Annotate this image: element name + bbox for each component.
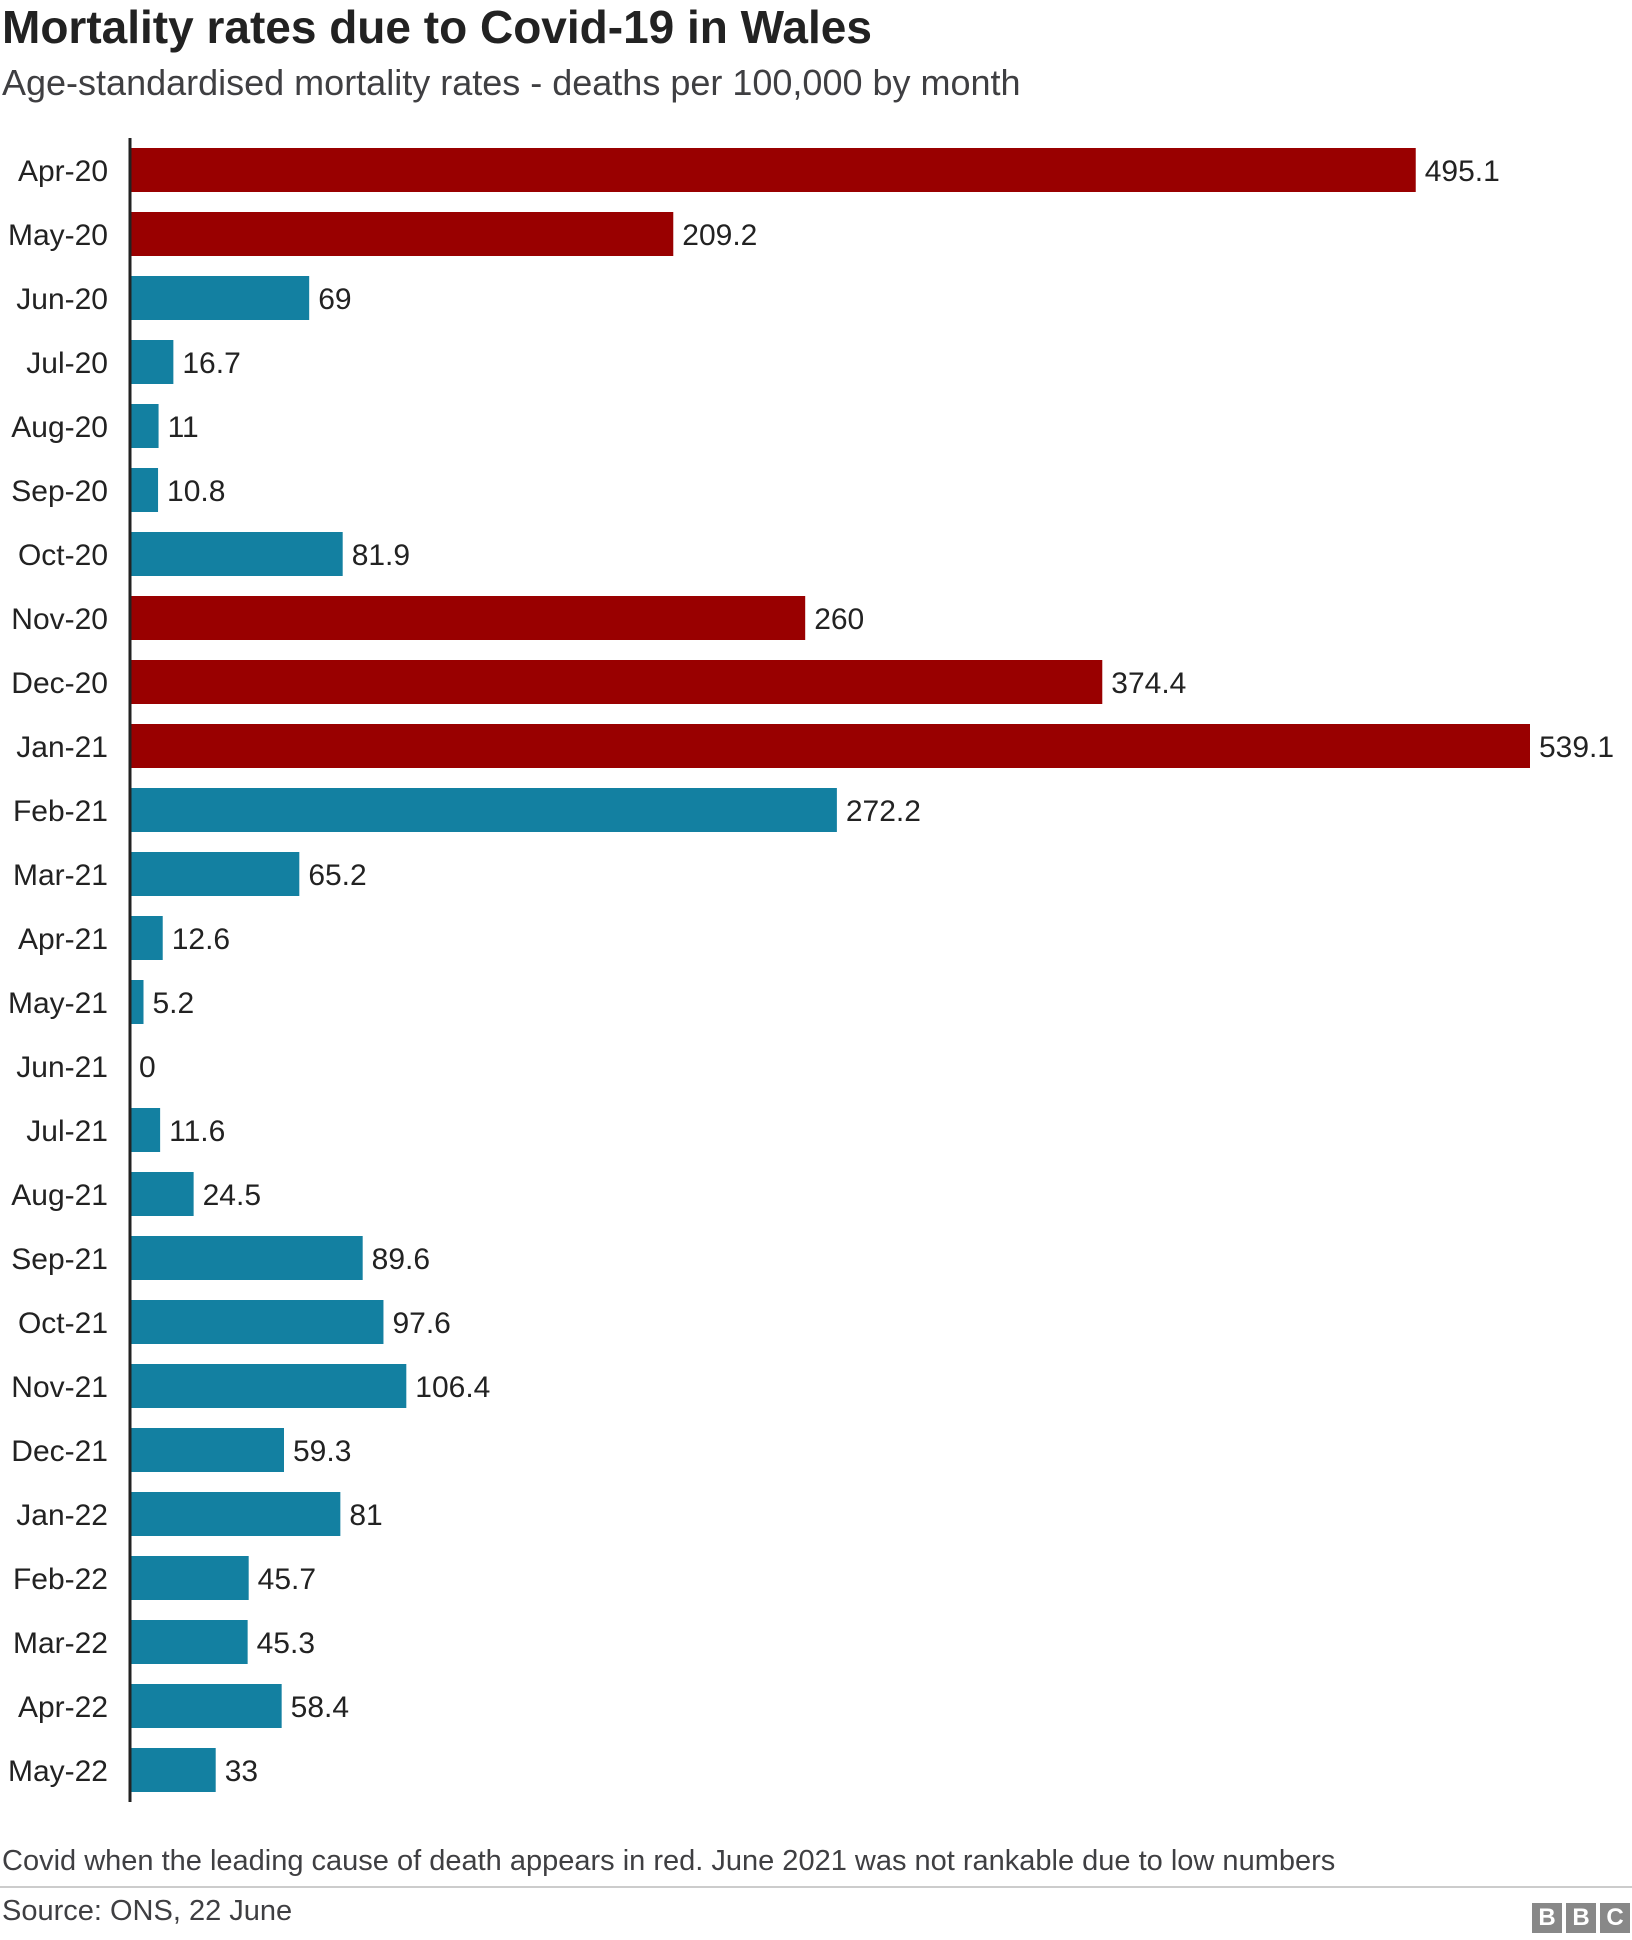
bbc-logo-letter: B [1532,1903,1562,1933]
data-label: 10.8 [167,475,225,508]
bar [130,1172,194,1216]
bar [130,532,343,576]
data-label: 12.6 [172,923,230,956]
category-tick-label: Dec-20 [11,667,108,700]
data-label: 24.5 [203,1179,261,1212]
chart-subtitle: Age-standardised mortality rates - death… [2,62,1021,103]
category-tick-label: Mar-21 [13,859,108,892]
data-label: 106.4 [415,1371,490,1404]
category-tick-label: Apr-22 [18,1691,108,1724]
data-label: 45.3 [257,1627,315,1660]
bar [130,468,159,512]
category-tick-label: May-20 [8,219,108,252]
data-label: 539.1 [1539,731,1614,764]
category-tick-label: Sep-21 [11,1243,108,1276]
category-tick-label: Jun-20 [16,283,108,316]
data-label: 65.2 [308,859,366,892]
category-tick-label: Jul-21 [26,1115,108,1148]
bar [130,1108,161,1152]
category-tick-label: Nov-20 [11,603,108,636]
data-label: 11 [168,411,199,444]
bar [130,1492,341,1536]
data-label: 5.2 [153,987,195,1020]
data-label: 260 [814,603,864,636]
data-label: 59.3 [293,1435,351,1468]
bar [130,596,806,640]
data-label: 97.6 [392,1307,450,1340]
data-label: 0 [139,1051,156,1084]
data-label: 69 [318,283,351,316]
source-note: Source: ONS, 22 June [2,1895,293,1927]
footer-divider [0,1886,1632,1888]
data-label: 81 [349,1499,382,1532]
bar [130,1428,284,1472]
data-label: 495.1 [1425,155,1500,188]
data-label: 58.4 [291,1691,349,1724]
bar [130,1684,282,1728]
data-label: 33 [225,1755,258,1788]
bar [130,1620,248,1664]
category-tick-label: Apr-21 [18,923,108,956]
bar [130,1364,407,1408]
category-tick-label: Feb-21 [13,795,108,828]
category-tick-label: Nov-21 [11,1371,108,1404]
category-tick-label: May-22 [8,1755,108,1788]
category-tick-label: May-21 [8,987,108,1020]
bbc-logo-letter: C [1600,1903,1630,1933]
data-label: 45.7 [258,1563,316,1596]
category-tick-label: Oct-21 [18,1307,108,1340]
category-tick-label: Feb-22 [13,1563,108,1596]
chart-title: Mortality rates due to Covid-19 in Wales [2,1,872,53]
category-tick-label: Jul-20 [26,347,108,380]
category-tick-label: Apr-20 [18,155,108,188]
bar [130,148,1416,192]
category-tick-label: Mar-22 [13,1627,108,1660]
bbc-logo: B B C [1532,1903,1630,1933]
category-tick-label: Jun-21 [16,1051,108,1084]
category-tick-label: Oct-20 [18,539,108,572]
data-label: 11.6 [169,1115,225,1148]
bar [130,1236,363,1280]
bar [130,916,163,960]
bar [130,660,1103,704]
data-label: 209.2 [682,219,757,252]
bar [130,724,1530,768]
bar [130,404,159,448]
chart-footnote: Covid when the leading cause of death ap… [2,1845,1336,1877]
bar [130,1300,384,1344]
category-tick-label: Aug-21 [11,1179,108,1212]
category-tick-label: Sep-20 [11,475,108,508]
category-tick-label: Aug-20 [11,411,108,444]
bar [130,1556,249,1600]
category-tick-label: Jan-22 [16,1499,108,1532]
data-label: 16.7 [182,347,240,380]
bar [130,276,310,320]
bar [130,980,144,1024]
bar-chart: Apr-20 495.1 May-20 209.2 Jun-20 69 Jul-20 16.7… [8,138,1614,1802]
category-tick-label: Jan-21 [16,731,108,764]
bar [130,852,300,896]
bbc-logo-letter: B [1566,1903,1596,1933]
bar [130,212,674,256]
bar [130,788,837,832]
data-label: 272.2 [846,795,921,828]
bar [130,340,174,384]
category-tick-label: Dec-21 [11,1435,108,1468]
data-label: 89.6 [372,1243,430,1276]
data-label: 81.9 [352,539,410,572]
bar [130,1748,216,1792]
data-label: 374.4 [1111,667,1186,700]
